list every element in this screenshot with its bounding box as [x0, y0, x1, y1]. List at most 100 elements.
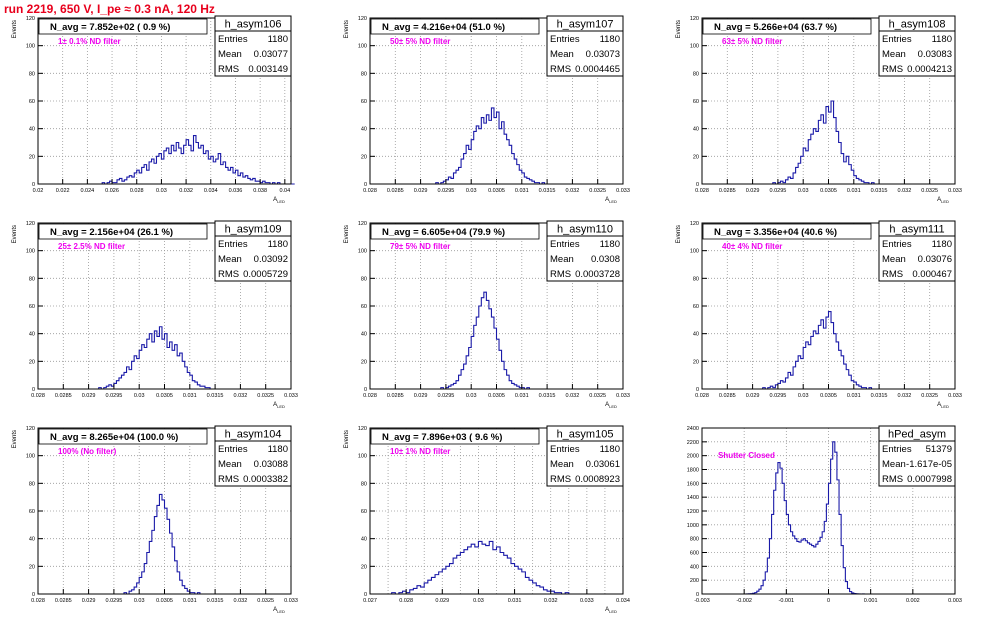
y-tick-label: 20	[693, 154, 699, 160]
histogram-line	[123, 493, 201, 595]
y-tick-label: 1400	[687, 495, 699, 501]
y-tick-label: 60	[29, 509, 35, 515]
chart-h_asym109: 0 20 40 60 80 100 120 0.028 0.0285 0.029 0.0295 0.0…	[12, 220, 298, 409]
x-tick-label: 0.029	[414, 188, 428, 194]
stats-box	[214, 30, 292, 77]
stats-label: Entries	[882, 444, 912, 455]
hist-name: h_asym107	[557, 19, 614, 31]
x-tick-label: 0.029	[82, 598, 96, 604]
navg-box	[702, 18, 872, 35]
stats-label: Entries	[882, 239, 912, 250]
stats-label: Mean	[218, 459, 242, 470]
x-tick-label: 0.0315	[207, 598, 224, 604]
stats-value: 0.0308	[591, 254, 620, 265]
stats-label: RMS	[218, 474, 239, 485]
hist-name: h_asym109	[225, 224, 282, 236]
x-axis-label: ALED	[273, 607, 285, 614]
x-axis-label: ALED	[605, 197, 617, 204]
navg-box	[38, 18, 208, 35]
chart-h_asym107: 0 20 40 60 80 100 120 0.028 0.0285 0.029 0.0295 0.0…	[344, 15, 630, 204]
stats-value: 1180	[268, 444, 288, 455]
stats-box	[878, 440, 956, 487]
y-tick-label: 80	[693, 276, 699, 282]
histogram-line	[388, 540, 570, 595]
y-tick-label: 120	[358, 221, 367, 227]
y-tick-label: 100	[358, 44, 367, 50]
x-tick-label: 0.031	[183, 393, 197, 399]
navg-box	[370, 18, 540, 35]
navg-text: N_avg = 6.605e+04 (79.9 %)	[382, 227, 505, 238]
histogram-line	[435, 107, 546, 185]
x-tick-label: 0.032	[234, 393, 248, 399]
stats-value: 0.0003382	[243, 474, 288, 485]
x-tick-label: 0.031	[847, 393, 861, 399]
stats-value: 0.0005729	[243, 269, 288, 280]
y-tick-label: 20	[29, 154, 35, 160]
navg-text: N_avg = 7.852e+02 ( 0.9 %)	[50, 22, 170, 33]
y-tick-label: 100	[26, 454, 35, 460]
x-tick-label: 0.032	[898, 188, 912, 194]
stats-label: Mean	[550, 49, 574, 60]
x-tick-label: 0.033	[616, 188, 630, 194]
y-tick-label: 0	[696, 592, 699, 598]
y-tick-label: 40	[361, 537, 367, 543]
stats-label: Mean	[882, 49, 906, 60]
histogram-line	[772, 100, 875, 185]
stats-value: 0.0004465	[575, 64, 620, 75]
histogram-line	[38, 135, 295, 185]
stats-value: -1.617e-05	[906, 459, 952, 470]
x-tick-label: 0.031	[515, 188, 529, 194]
y-tick-label: 0	[364, 182, 367, 188]
y-axis-label: Events	[676, 225, 682, 243]
y-axis-label: Events	[12, 225, 18, 243]
hist-name: h_asym110	[557, 224, 613, 236]
navg-text: N_avg = 4.216e+04 (51.0 %)	[382, 22, 505, 33]
x-tick-label: 0.0285	[719, 188, 736, 194]
y-axis-label: Events	[12, 20, 18, 38]
navg-text: N_avg = 2.156e+04 (26.1 %)	[50, 227, 173, 238]
y-tick-label: 0	[32, 592, 35, 598]
x-tick-label: 0.032	[898, 393, 912, 399]
y-tick-label: 80	[693, 71, 699, 77]
x-tick-label: 0.032	[566, 188, 580, 194]
y-tick-label: 20	[361, 154, 367, 160]
y-axis-label: Events	[344, 430, 350, 448]
x-tick-label: 0.0295	[105, 393, 122, 399]
stats-value: 0.0004213	[907, 64, 952, 75]
y-tick-label: 100	[690, 44, 699, 50]
x-tick-label: 0.028	[130, 188, 144, 194]
y-tick-label: 40	[693, 127, 699, 133]
x-tick-label: 0.038	[253, 188, 267, 194]
x-tick-label: 0.0285	[55, 598, 72, 604]
page-title: run 2219, 650 V, I_pe ≈ 0.3 nA, 120 Hz	[4, 2, 215, 16]
stats-label: Entries	[550, 444, 580, 455]
y-tick-label: 100	[358, 249, 367, 255]
y-tick-label: 2200	[687, 440, 699, 446]
x-tick-label: 0.04	[279, 188, 290, 194]
y-tick-label: 60	[693, 304, 699, 310]
stats-label: Mean	[550, 254, 574, 265]
x-tick-label: 0.028	[399, 598, 413, 604]
y-tick-label: 40	[693, 332, 699, 338]
x-tick-label: 0.0325	[921, 188, 938, 194]
navg-text: N_avg = 3.356e+04 (40.6 %)	[714, 227, 837, 238]
x-tick-label: 0.032	[179, 188, 193, 194]
histogram-line	[98, 326, 211, 390]
x-tick-label: 0.03	[466, 393, 477, 399]
x-tick-label: 0.029	[746, 188, 760, 194]
stats-value: 51379	[926, 444, 952, 455]
x-tick-label: 0.0325	[257, 393, 274, 399]
histogram-line	[440, 291, 530, 390]
x-tick-label: 0.029	[435, 598, 449, 604]
x-tick-label: 0.0315	[207, 393, 224, 399]
y-tick-label: 60	[29, 99, 35, 105]
y-tick-label: 100	[26, 44, 35, 50]
y-tick-label: 60	[29, 304, 35, 310]
y-tick-label: 80	[361, 481, 367, 487]
x-axis-label: ALED	[273, 402, 285, 409]
stats-box	[546, 235, 624, 282]
x-tick-label: 0.03	[798, 393, 809, 399]
stats-box	[546, 30, 624, 77]
navg-box	[370, 223, 540, 240]
